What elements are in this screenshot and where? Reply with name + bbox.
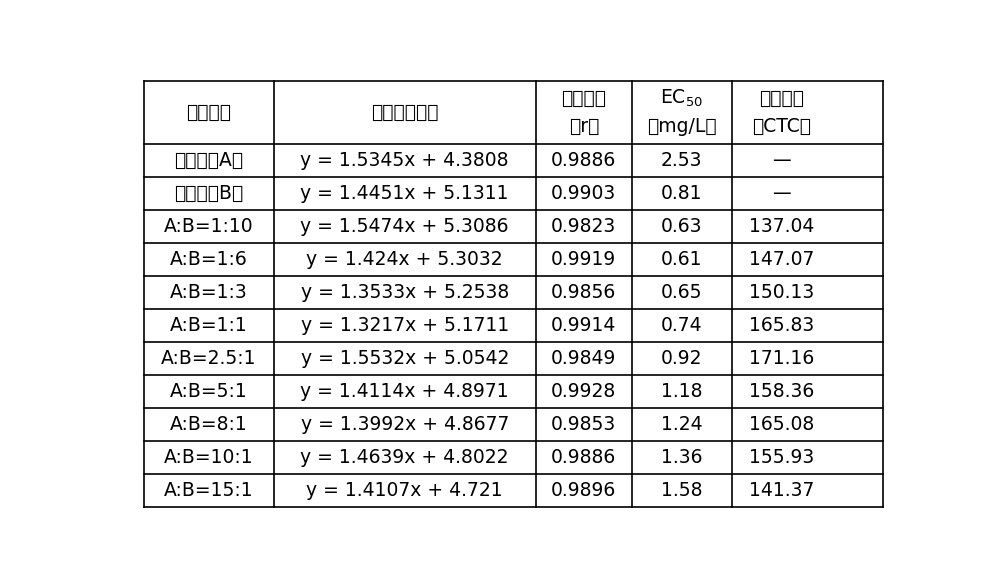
Text: 155.93: 155.93 (749, 448, 814, 467)
Text: A:B=15:1: A:B=15:1 (164, 481, 254, 500)
Text: —: — (772, 184, 791, 203)
Text: 165.83: 165.83 (749, 316, 814, 335)
Text: A:B=5:1: A:B=5:1 (170, 382, 248, 401)
Text: 0.9903: 0.9903 (551, 184, 616, 203)
Text: 0.9886: 0.9886 (551, 448, 616, 467)
Text: y = 1.3992x + 4.8677: y = 1.3992x + 4.8677 (301, 415, 509, 434)
Text: 1.24: 1.24 (661, 415, 703, 434)
Text: （r）: （r） (569, 117, 599, 136)
Text: y = 1.5532x + 5.0542: y = 1.5532x + 5.0542 (301, 349, 509, 368)
Text: 0.92: 0.92 (661, 349, 702, 368)
Text: 141.37: 141.37 (749, 481, 814, 500)
Text: 0.9853: 0.9853 (551, 415, 616, 434)
Text: 0.9849: 0.9849 (551, 349, 617, 368)
Text: y = 1.3217x + 5.1711: y = 1.3217x + 5.1711 (301, 316, 509, 335)
Text: 1.58: 1.58 (661, 481, 702, 500)
Text: （mg/L）: （mg/L） (647, 117, 717, 136)
Text: y = 1.4451x + 5.1311: y = 1.4451x + 5.1311 (300, 184, 509, 203)
Text: y = 1.4639x + 4.8022: y = 1.4639x + 4.8022 (300, 448, 509, 467)
Text: 158.36: 158.36 (749, 382, 814, 401)
Text: 0.9914: 0.9914 (551, 316, 617, 335)
Text: A:B=1:1: A:B=1:1 (170, 316, 248, 335)
Text: y = 1.5474x + 5.3086: y = 1.5474x + 5.3086 (300, 217, 509, 236)
Text: A:B=2.5:1: A:B=2.5:1 (161, 349, 257, 368)
Text: 147.07: 147.07 (749, 250, 814, 269)
Text: 喹啊锐（A）: 喹啊锐（A） (174, 151, 244, 170)
Text: 165.08: 165.08 (749, 415, 814, 434)
Text: 相关系数: 相关系数 (561, 89, 606, 108)
Text: y = 1.3533x + 5.2538: y = 1.3533x + 5.2538 (301, 283, 509, 302)
Text: 137.04: 137.04 (749, 217, 814, 236)
Text: 0.9896: 0.9896 (551, 481, 616, 500)
Text: A:B=1:3: A:B=1:3 (170, 283, 248, 302)
Text: 0.81: 0.81 (661, 184, 702, 203)
Text: 0.9928: 0.9928 (551, 382, 616, 401)
Text: A:B=10:1: A:B=10:1 (164, 448, 254, 467)
Text: y = 1.4114x + 4.8971: y = 1.4114x + 4.8971 (300, 382, 509, 401)
Text: —: — (772, 151, 791, 170)
Text: 0.63: 0.63 (661, 217, 702, 236)
Text: 0.61: 0.61 (661, 250, 702, 269)
Text: 氟硅呷（B）: 氟硅呷（B） (174, 184, 244, 203)
Text: 1.18: 1.18 (661, 382, 702, 401)
Text: 1.36: 1.36 (661, 448, 702, 467)
Text: A:B=1:6: A:B=1:6 (170, 250, 248, 269)
Text: 0.9919: 0.9919 (551, 250, 616, 269)
Text: A:B=8:1: A:B=8:1 (170, 415, 248, 434)
Text: 0.65: 0.65 (661, 283, 702, 302)
Text: y = 1.5345x + 4.3808: y = 1.5345x + 4.3808 (300, 151, 509, 170)
Text: 毒力回归方程: 毒力回归方程 (371, 103, 438, 122)
Text: 2.53: 2.53 (661, 151, 702, 170)
Text: 150.13: 150.13 (749, 283, 814, 302)
Text: 0.9856: 0.9856 (551, 283, 616, 302)
Text: y = 1.4107x + 4.721: y = 1.4107x + 4.721 (306, 481, 503, 500)
Text: EC$_{50}$: EC$_{50}$ (660, 88, 703, 109)
Text: 共毒系数: 共毒系数 (759, 89, 804, 108)
Text: A:B=1:10: A:B=1:10 (164, 217, 254, 236)
Text: （CTC）: （CTC） (752, 117, 811, 136)
Text: 171.16: 171.16 (749, 349, 814, 368)
Text: 0.9823: 0.9823 (551, 217, 616, 236)
Text: 0.9886: 0.9886 (551, 151, 616, 170)
Text: 0.74: 0.74 (661, 316, 703, 335)
Text: 药剂处理: 药剂处理 (187, 103, 232, 122)
Text: y = 1.424x + 5.3032: y = 1.424x + 5.3032 (306, 250, 503, 269)
